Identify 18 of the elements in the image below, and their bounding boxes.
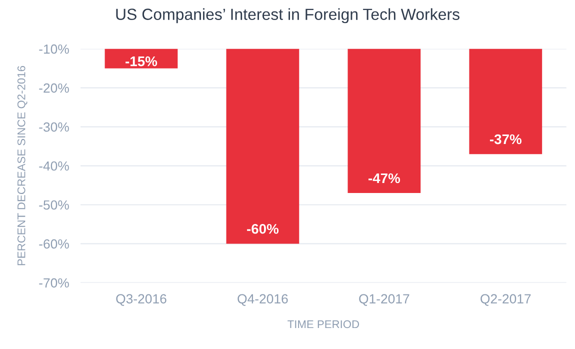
data-label: -47% <box>368 173 400 184</box>
x-tick-label: Q2-2017 <box>480 294 531 306</box>
x-tick-label: Q1-2017 <box>359 294 410 306</box>
y-tick-label: -70% <box>39 278 69 288</box>
y-axis-title: PERCENT DECREASE SINCE Q2-2016 <box>17 66 28 266</box>
x-tick-label: Q3-2016 <box>116 294 166 306</box>
data-label: -15% <box>126 56 158 66</box>
y-tick-label: -10% <box>39 44 69 54</box>
y-tick-label: -20% <box>39 83 69 93</box>
data-label: -37% <box>490 134 522 144</box>
data-label: -60% <box>247 224 279 234</box>
y-tick-label: -40% <box>39 161 69 171</box>
y-tick-label: -50% <box>39 200 69 210</box>
x-tick-label: Q4-2016 <box>238 294 288 306</box>
y-tick-label: -60% <box>39 239 69 249</box>
y-tick-label: -30% <box>39 122 69 132</box>
x-axis-title: TIME PERIOD <box>288 320 360 328</box>
chart-title: US Companies’ Interest in Foreign Tech Workers <box>116 8 460 24</box>
